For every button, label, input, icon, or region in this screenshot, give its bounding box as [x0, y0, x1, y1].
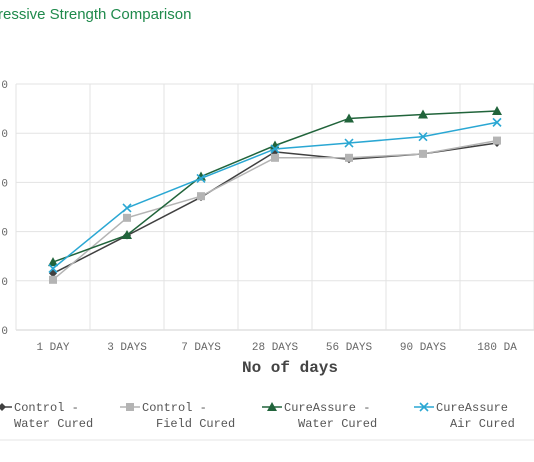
data-point-marker [492, 106, 502, 116]
x-marker-stroke [492, 117, 502, 127]
legend: Control - Water Cured Control - Field Cured… [0, 401, 515, 431]
data-point-marker [493, 136, 501, 145]
legend-item: Control - Water Cured [0, 401, 93, 431]
x-tick-label: 90 DAYS [400, 342, 447, 354]
x-tick-label: 180 DA [477, 342, 517, 354]
data-series [48, 117, 502, 274]
legend-label: Field Cured [156, 417, 235, 431]
data-point-marker [49, 275, 57, 284]
x-tick-label: 28 DAYS [252, 342, 299, 354]
legend-label: CureAssure - [284, 401, 370, 415]
series-line [52, 142, 498, 275]
data-point-marker [123, 213, 131, 222]
gridlines [15, 83, 534, 331]
data-point-marker [270, 144, 280, 154]
legend-label: CureAssure [436, 401, 508, 415]
legend-item: Control - Field Cured [120, 401, 235, 431]
y-tick-label: 0 [1, 228, 8, 240]
data-point-marker [418, 109, 428, 119]
y-tick-label: 0 [1, 326, 8, 338]
x-marker-stroke [122, 203, 132, 213]
legend-label: Water Cured [14, 417, 93, 431]
data-point-marker [344, 138, 354, 148]
legend-item: CureAssure Air Cured [414, 401, 515, 431]
y-tick-label: 0 [1, 277, 8, 289]
y-axis-ticks: 0 0 0 0 0 0 [1, 80, 8, 338]
data-point-marker [197, 192, 205, 201]
x-marker-stroke [419, 402, 429, 412]
data-point-marker [419, 149, 427, 158]
data-point-marker [344, 113, 354, 123]
data-point-marker [345, 153, 353, 162]
data-point-marker [196, 173, 206, 184]
x-marker-stroke [344, 138, 354, 148]
legend-label: Air Cured [450, 417, 515, 431]
data-point-marker [122, 230, 132, 240]
x-tick-label: 7 DAYS [181, 342, 221, 354]
data-point-marker [492, 117, 502, 127]
data-point-marker [267, 402, 277, 411]
x-axis-title: No of days [242, 359, 338, 377]
data-series [48, 106, 502, 267]
data-point-marker [419, 402, 429, 412]
y-tick-label: 0 [1, 80, 8, 92]
data-point-marker [0, 403, 6, 411]
x-marker-stroke [48, 263, 58, 274]
legend-item: CureAssure - Water Cured [262, 401, 377, 431]
data-point-marker [48, 263, 58, 274]
chart-title: ressive Strength Comparison [0, 6, 191, 23]
x-tick-label: 3 DAYS [107, 342, 147, 354]
x-tick-label: 1 DAY [36, 342, 69, 354]
legend-label: Control - [14, 401, 79, 415]
x-marker-stroke [418, 132, 428, 142]
data-point-marker [271, 153, 279, 162]
data-point-marker [418, 132, 428, 142]
data-series [49, 136, 501, 284]
y-tick-label: 0 [1, 178, 8, 190]
x-marker-stroke [270, 144, 280, 154]
legend-label: Control - [142, 401, 207, 415]
series-layer [48, 106, 502, 284]
x-axis-ticks: 1 DAY 3 DAYS 7 DAYS 28 DAYS 56 DAYS 90 DAYS 18… [36, 342, 517, 354]
data-point-marker [126, 403, 134, 411]
data-point-marker [122, 203, 132, 213]
x-tick-label: 56 DAYS [326, 342, 373, 354]
x-marker-stroke [196, 173, 206, 184]
y-tick-label: 0 [1, 129, 8, 141]
legend-label: Water Cured [298, 417, 377, 431]
data-point-marker [48, 257, 58, 267]
